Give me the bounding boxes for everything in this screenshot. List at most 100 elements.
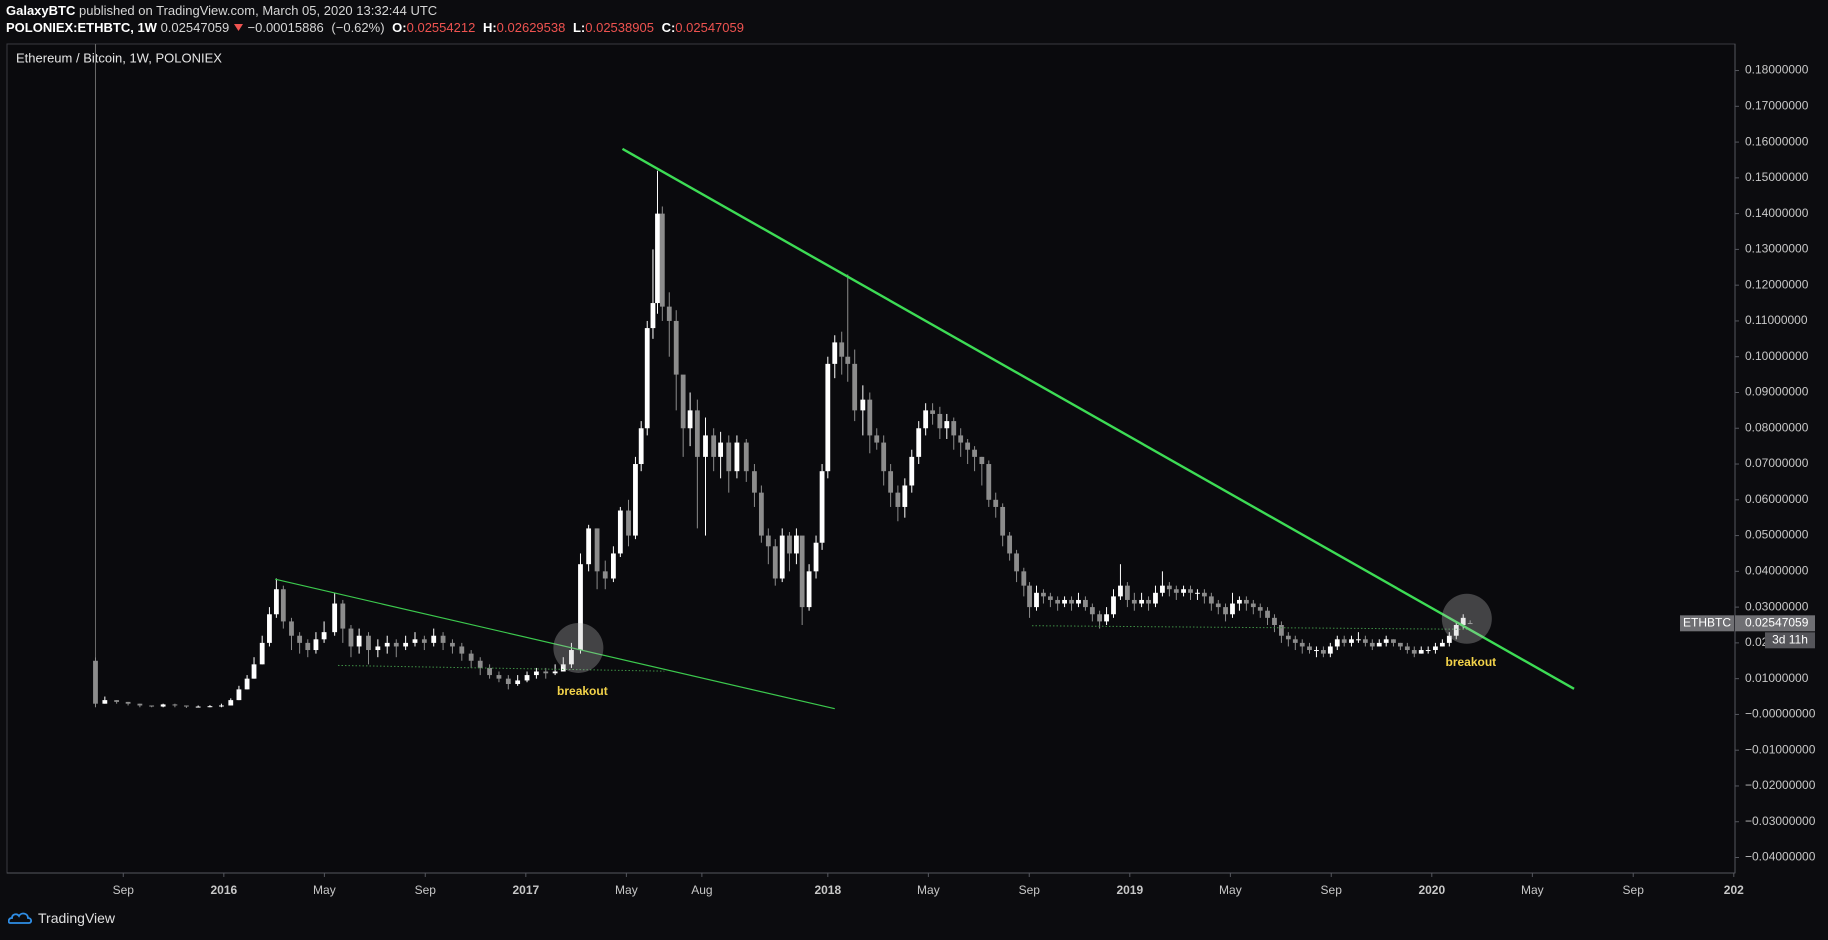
last-price: 0.02547059 xyxy=(160,20,230,35)
candle-body xyxy=(1104,614,1109,622)
price-tag-box xyxy=(1735,615,1815,632)
x-tick-label: Sep xyxy=(1019,883,1041,897)
candle-body xyxy=(468,653,474,661)
x-tick-label: May xyxy=(313,883,336,897)
candle-body xyxy=(1230,603,1235,615)
candle-body xyxy=(602,571,608,579)
candle-body xyxy=(845,356,851,364)
candle-body xyxy=(305,642,311,651)
candle-body xyxy=(393,642,399,647)
published: published on TradingView.com, March 05, … xyxy=(79,3,438,18)
candle-body xyxy=(1007,535,1013,554)
level-line xyxy=(1031,625,1467,630)
candle-body xyxy=(1418,650,1424,654)
y-tick-label: 0.16000000 xyxy=(1745,134,1809,148)
candle-body xyxy=(1285,635,1291,640)
candle-body xyxy=(207,706,213,708)
candle-body xyxy=(633,464,638,536)
candle-body xyxy=(219,705,224,707)
candle-body xyxy=(1131,599,1137,604)
countdown: 3d 11h xyxy=(1772,632,1808,646)
candle-body xyxy=(611,553,616,579)
candle-body xyxy=(794,535,799,554)
candle-body xyxy=(1243,599,1249,604)
x-tick-label: 202 xyxy=(1724,883,1744,897)
x-tick-label: Sep xyxy=(1623,883,1645,897)
close-label: C: xyxy=(661,20,676,35)
candle-body xyxy=(1376,642,1382,647)
publish-line: GalaxyBTC published on TradingView.com, … xyxy=(6,3,441,18)
candle-body xyxy=(195,706,201,708)
candle-body xyxy=(552,671,558,674)
candle-body xyxy=(655,213,660,304)
y-tick-label: 0.15000000 xyxy=(1745,170,1809,184)
candle-body xyxy=(1272,617,1277,625)
x-tick-label: 2020 xyxy=(1418,883,1445,897)
open-value: 0.02554212 xyxy=(406,20,476,35)
candle-body xyxy=(832,342,838,364)
candle-body xyxy=(1257,607,1263,611)
candle-body xyxy=(673,320,679,375)
candle-body xyxy=(1166,585,1172,590)
candle-body xyxy=(806,571,812,608)
candle-body xyxy=(1097,614,1103,622)
y-tick-label: 0.13000000 xyxy=(1745,242,1809,256)
candle-body xyxy=(779,535,785,579)
candle-body xyxy=(348,628,354,647)
candle-body xyxy=(930,410,936,414)
candle-body xyxy=(1062,599,1067,604)
candle-body xyxy=(366,635,371,651)
high-label: H: xyxy=(482,20,497,35)
candle-body xyxy=(251,664,257,679)
candle-body xyxy=(594,528,600,572)
candle-body xyxy=(259,642,265,665)
close-value: 0.02547059 xyxy=(675,20,744,35)
candle-body xyxy=(1014,553,1019,572)
candle-body xyxy=(267,614,272,643)
candle-body xyxy=(813,542,819,572)
candle-body xyxy=(1237,599,1242,604)
candle-body xyxy=(321,632,327,640)
candle-body xyxy=(1041,592,1046,597)
annotation: breakout xyxy=(557,684,608,698)
candle-body xyxy=(944,421,950,429)
y-tick-label: −0.02000000 xyxy=(1745,778,1816,792)
candle-body xyxy=(1160,585,1165,593)
candle-body xyxy=(734,442,740,472)
candle-body xyxy=(666,306,672,321)
x-tick-label: 2018 xyxy=(814,883,841,897)
candle-body xyxy=(916,428,922,457)
candle-body xyxy=(626,510,631,536)
y-tick-label: 0.05000000 xyxy=(1745,528,1809,542)
candle-body xyxy=(937,413,943,429)
candle-body xyxy=(487,667,492,676)
candle-body xyxy=(560,664,566,672)
candle-body xyxy=(160,704,166,707)
x-tick-label: May xyxy=(917,883,940,897)
highlight-circle xyxy=(553,622,604,673)
low-label: L: xyxy=(572,20,586,35)
candle-body xyxy=(888,471,894,493)
candle-body xyxy=(839,342,845,357)
x-tick-label: May xyxy=(1521,883,1544,897)
price-tag-name: ETHBTC xyxy=(1683,615,1731,629)
candle-body xyxy=(1089,607,1095,615)
candle-body xyxy=(1299,642,1305,647)
y-tick-label: 0.01000000 xyxy=(1745,671,1809,685)
candle-body xyxy=(586,528,592,565)
trend-line xyxy=(621,147,1575,690)
x-tick-label: May xyxy=(615,883,638,897)
candle-body xyxy=(617,510,623,554)
y-tick-label: 0.14000000 xyxy=(1745,206,1809,220)
candle-body xyxy=(1223,607,1228,615)
candle-body xyxy=(772,546,778,579)
candle-body xyxy=(1307,646,1312,651)
candle-body xyxy=(638,428,644,465)
candle-body xyxy=(1055,599,1061,604)
y-tick-label: 0.03000000 xyxy=(1745,599,1809,613)
candle-body xyxy=(958,435,964,443)
candle-body xyxy=(280,589,286,622)
candle-body xyxy=(1153,592,1158,604)
open-label: O: xyxy=(392,20,407,35)
plot-area xyxy=(6,43,1736,874)
